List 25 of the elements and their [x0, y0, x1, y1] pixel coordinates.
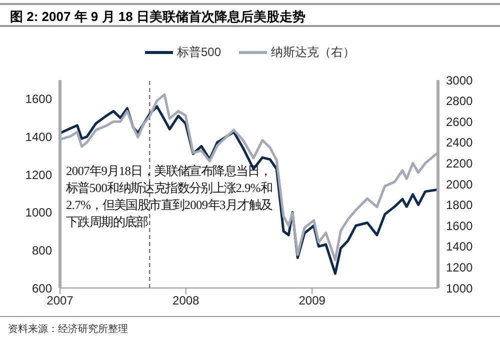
- chart-title: 图 2: 2007 年 9 月 18 日美联储首次降息后美股走势: [0, 3, 500, 27]
- y-tick-label: 800: [32, 243, 52, 258]
- y2-tick-label: 2800: [446, 94, 474, 108]
- annotation: 2007年9月18日，美联储宣布降息当日，标普500和纳斯达克指数分别上涨2.9%和2.7%，但美国股市直到2009年3月才触及下跌周期的底部: [66, 163, 274, 231]
- y-tick-label: 1000: [25, 206, 52, 220]
- text: 资料来源：经济研究所整理: [0, 316, 500, 336]
- x-tick-label: 2009: [298, 294, 326, 308]
- y2-tick-label: 1800: [446, 198, 474, 212]
- legend-label: 纳斯达克（右）: [271, 44, 356, 61]
- y2-tick-label: 2200: [446, 156, 474, 170]
- y2-tick-label: 2600: [446, 114, 474, 129]
- y2-tick-label: 2400: [446, 136, 474, 150]
- y2-tick-label: 1400: [446, 240, 474, 254]
- y-tick-label: 1600: [25, 92, 52, 106]
- y-tick-label: 600: [32, 281, 52, 296]
- legend-label: 标普500: [176, 44, 222, 61]
- y2-tick-label: 1000: [446, 281, 474, 296]
- y2-tick-label: 1200: [446, 260, 474, 274]
- x-tick-label: 2007: [46, 294, 74, 308]
- x-tick-label: 2008: [172, 294, 200, 308]
- y-tick-label: 1400: [25, 130, 52, 144]
- y-tick-label: 1200: [25, 168, 52, 182]
- y2-tick-label: 2000: [446, 177, 474, 192]
- y2-tick-label: 3000: [446, 73, 474, 88]
- y2-tick-label: 1600: [446, 218, 474, 233]
